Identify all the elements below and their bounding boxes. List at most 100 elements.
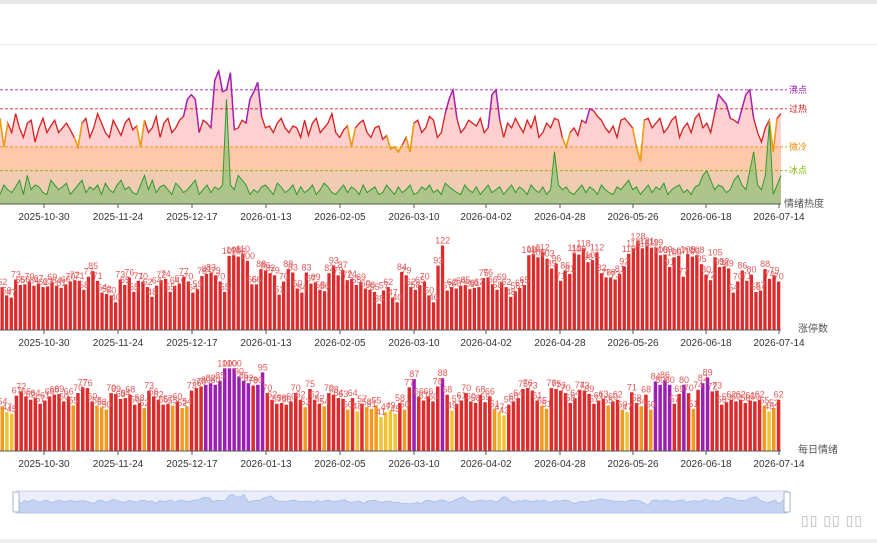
- limit-up-bar: [599, 273, 604, 330]
- limit-up-bar: [123, 285, 127, 330]
- limit-up-value-label: 82: [265, 263, 275, 273]
- daily-sentiment-value-label: 60: [509, 391, 519, 401]
- daily-sentiment-bar: [630, 392, 634, 451]
- limit-up-value-label: 105: [667, 247, 682, 257]
- daily-sentiment-value-label: 100: [222, 358, 237, 368]
- daily-sentiment-bar: [199, 386, 203, 451]
- daily-sentiment-value-label: 68: [442, 385, 452, 395]
- daily-sentiment-value-label: 76: [83, 378, 93, 388]
- limit-up-value-label: 51: [274, 285, 284, 295]
- x-tick-label: 2026-05-26: [607, 338, 659, 349]
- limit-up-bar: [150, 296, 154, 330]
- daily-sentiment-bar: [573, 398, 577, 451]
- daily-sentiment-value-label: 54: [636, 396, 646, 406]
- limit-up-value-label: 74: [347, 269, 357, 279]
- x-tick-label: 2026-02-05: [314, 459, 366, 470]
- daily-sentiment-bar: [701, 383, 705, 451]
- daily-sentiment-bar: [76, 393, 80, 451]
- daily-sentiment-bar: [658, 384, 662, 451]
- daily-sentiment-bar: [355, 411, 359, 451]
- daily-sentiment-bar: [559, 390, 563, 451]
- daily-sentiment-bar: [398, 403, 402, 451]
- daily-sentiment-value-label: 51: [367, 399, 377, 409]
- daily-sentiment-bar: [525, 388, 530, 451]
- limit-up-value-label: 65: [460, 275, 470, 285]
- daily-sentiment-value-label: 49: [447, 401, 457, 411]
- limit-up-bar: [250, 284, 254, 330]
- daily-sentiment-bar: [729, 399, 733, 451]
- daily-sentiment-bar: [223, 368, 227, 451]
- limit-up-value-label: 72: [70, 270, 80, 280]
- daily-sentiment-value-label: 56: [158, 395, 168, 405]
- daily-sentiment-bar: [147, 390, 151, 451]
- daily-sentiment-value-label: 56: [281, 395, 291, 405]
- limit-up-bar: [658, 255, 663, 330]
- limit-up-value-label: 59: [465, 279, 475, 289]
- zoom-handle-left[interactable]: [12, 491, 20, 513]
- limit-up-bar: [568, 273, 572, 330]
- limit-up-bar: [413, 289, 417, 330]
- heat-segment-accent: [350, 127, 357, 148]
- daily-sentiment-bar: [118, 398, 123, 451]
- limit-up-bar: [668, 267, 672, 330]
- daily-sentiment-value-label: 62: [267, 390, 277, 400]
- daily-sentiment-value-label: 74: [575, 380, 585, 390]
- limit-up-bar: [36, 283, 41, 330]
- heat-segment-accent: [0, 118, 5, 147]
- x-tick-label: 2026-07-14: [753, 459, 805, 470]
- data-zoom-slider[interactable]: [12, 490, 791, 514]
- limit-up-bar: [758, 290, 763, 330]
- limit-up-value-label: 47: [6, 288, 16, 298]
- daily-sentiment-bar: [677, 393, 681, 451]
- limit-up-value-label: 65: [415, 275, 425, 285]
- limit-up-value-label: 79: [401, 265, 411, 275]
- heat-segment-accent: [77, 122, 83, 148]
- daily-sentiment-value-label: 51: [490, 399, 500, 409]
- limit-up-bar: [164, 278, 168, 330]
- limit-up-bar: [677, 255, 681, 330]
- limit-up-value-label: 87: [338, 260, 348, 270]
- limit-up-value-label: 40: [111, 292, 121, 302]
- limit-up-value-label: 61: [515, 278, 525, 288]
- limit-up-value-label: 63: [43, 276, 53, 286]
- daily-sentiment-value-label: 55: [168, 396, 178, 406]
- daily-sentiment-value-label: 80: [253, 375, 263, 385]
- limit-up-bar: [18, 285, 22, 330]
- daily-sentiment-bar: [237, 376, 241, 451]
- daily-sentiment-bar: [696, 389, 700, 451]
- daily-sentiment-value-label: 68: [125, 385, 135, 395]
- heat-segment-accent: [717, 94, 723, 100]
- limit-up-value-label: 64: [52, 276, 62, 286]
- daily-sentiment-bar: [488, 396, 492, 451]
- limit-up-value-label: 71: [74, 271, 84, 281]
- limit-up-value-label: 89: [724, 258, 734, 268]
- daily-sentiment-value-label: 63: [598, 389, 608, 399]
- limit-up-bar: [91, 271, 95, 330]
- daily-sentiment-bar: [170, 405, 175, 451]
- zoom-handle-right[interactable]: [783, 491, 791, 513]
- limit-up-value-label: 73: [610, 270, 620, 280]
- limit-up-bar: [581, 248, 585, 330]
- limit-up-value-label: 76: [124, 267, 134, 277]
- daily-sentiment-bar: [436, 386, 440, 451]
- limit-up-bar: [763, 269, 767, 330]
- limit-up-bar: [777, 281, 781, 330]
- daily-sentiment-value-label: 62: [736, 390, 746, 400]
- daily-sentiment-value-label: 56: [504, 395, 514, 405]
- daily-sentiment-value-label: 68: [329, 385, 339, 395]
- daily-sentiment-bar: [289, 401, 293, 451]
- limit-up-value-label: 76: [601, 267, 611, 277]
- daily-sentiment-value-label: 85: [239, 371, 249, 381]
- limit-up-bar: [82, 289, 86, 330]
- limit-up-value-label: 106: [685, 247, 700, 257]
- limit-up-value-label: 83: [301, 263, 311, 273]
- limit-up-bar: [286, 269, 290, 330]
- limit-up-bar: [477, 287, 481, 330]
- heat-segment-accent: [225, 72, 232, 90]
- limit-up-value-label: 110: [236, 244, 250, 254]
- limit-up-value-label: 93: [433, 256, 443, 266]
- daily-sentiment-value-label: 86: [660, 370, 670, 380]
- limit-up-bar: [518, 287, 522, 330]
- limit-up-value-label: 73: [11, 270, 21, 280]
